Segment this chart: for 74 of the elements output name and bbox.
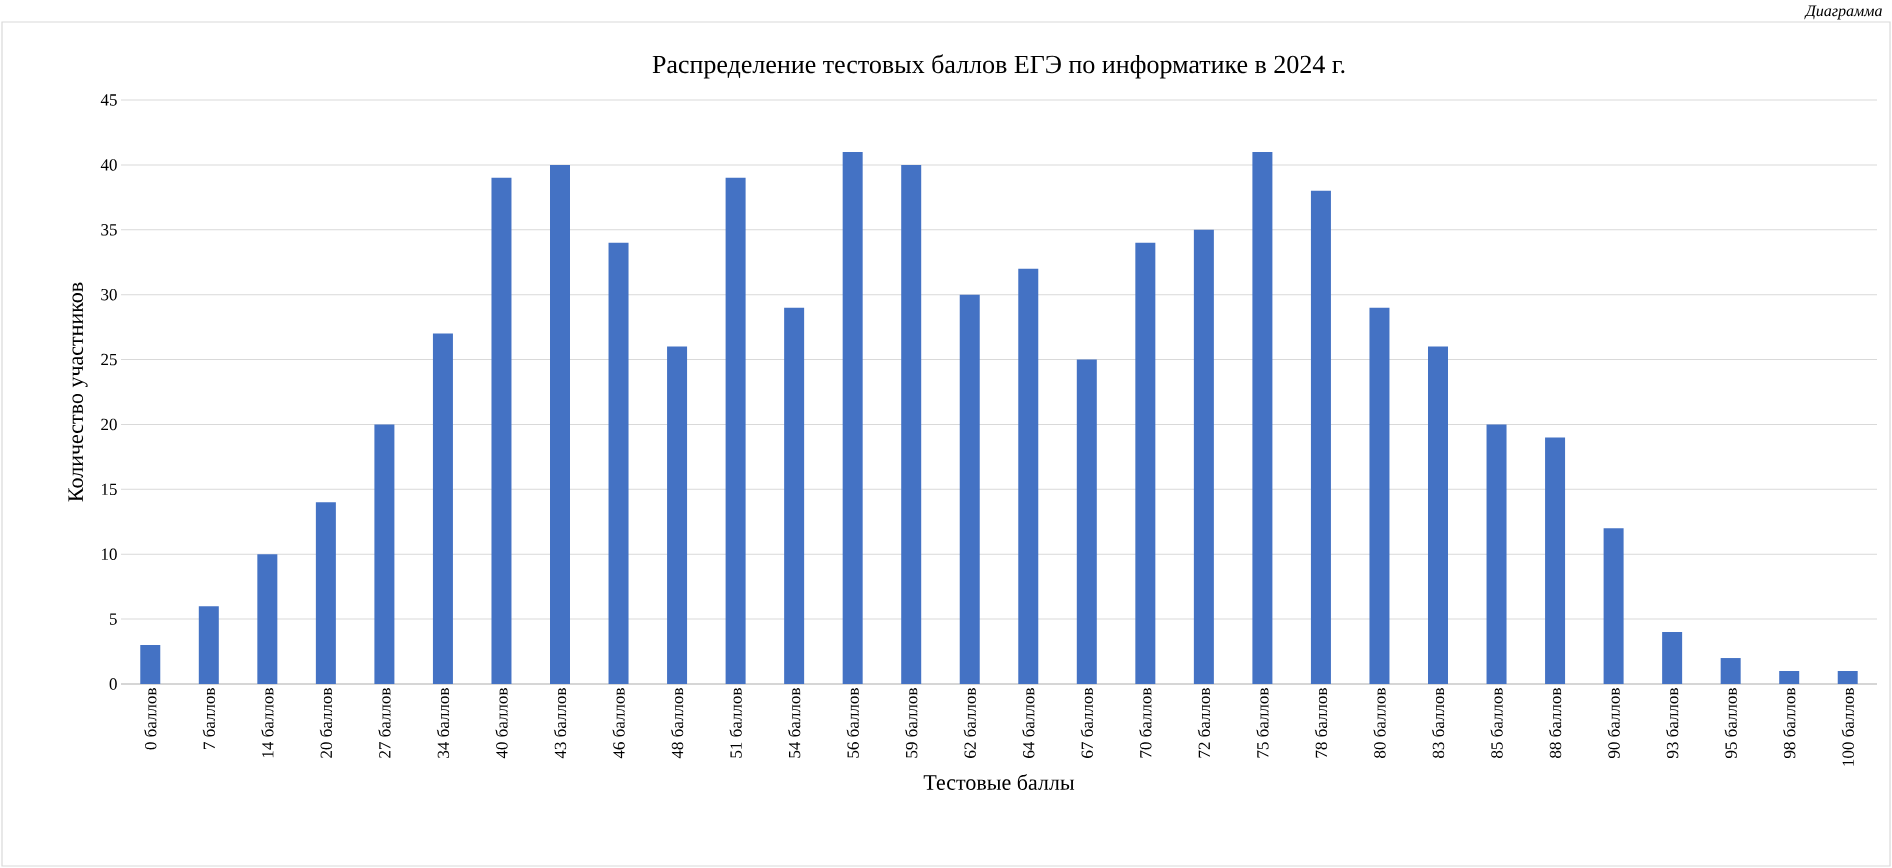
x-tick-label: 85 баллов — [1490, 688, 1503, 758]
x-tick-label: 40 баллов — [495, 688, 508, 759]
y-tick-label: 10 — [101, 548, 117, 560]
bar — [901, 164, 922, 684]
x-tick-label: 95 баллов — [1724, 688, 1737, 759]
bar — [608, 242, 629, 684]
x-tick-label: 83 баллов — [1431, 688, 1445, 758]
bar — [198, 606, 219, 684]
bar — [725, 177, 746, 684]
bar — [491, 177, 512, 684]
y-tick-label: 20 — [101, 418, 117, 431]
x-tick-label: 72 баллов — [1197, 688, 1211, 758]
x-tick-label: 14 баллов — [261, 688, 274, 758]
bar — [784, 307, 805, 684]
text: Диаграмма — [1804, 5, 1882, 20]
bar — [1837, 671, 1858, 684]
x-tick-label: 56 баллов — [846, 688, 859, 758]
x-tick-label: 20 баллов — [319, 688, 333, 758]
x-tick-label: 62 баллов — [963, 688, 976, 758]
x-tick-label: 75 баллов — [1256, 688, 1269, 758]
x-tick-label: 80 баллов — [1373, 688, 1386, 758]
y-tick-label: 0 — [109, 678, 117, 690]
x-tick-label: 0 баллов — [144, 688, 157, 750]
bar — [1779, 671, 1800, 684]
x-tick-label: 7 баллов — [202, 688, 215, 750]
bar — [374, 424, 395, 684]
bar — [1135, 242, 1156, 684]
x-tick-label: 64 баллов — [1022, 688, 1035, 758]
bar — [550, 164, 570, 684]
x-tick-label: 46 баллов — [612, 688, 625, 759]
bar — [1603, 528, 1624, 684]
bar — [1486, 424, 1507, 684]
y-tick-label: 35 — [101, 224, 117, 236]
y-tick-label: 15 — [101, 483, 117, 496]
bar — [959, 294, 980, 684]
x-tick-label: 70 баллов — [1139, 688, 1152, 758]
bar — [1662, 632, 1683, 684]
x-tick-label: 48 баллов — [670, 688, 684, 759]
y-tick-label: 40 — [100, 159, 117, 171]
x-tick-label: 67 баллов — [1080, 688, 1093, 758]
bar — [1369, 307, 1390, 684]
x-tick-label: 93 баллов — [1665, 688, 1679, 759]
bar — [667, 346, 688, 684]
y-tick-label: 30 — [101, 288, 117, 301]
bar — [1428, 346, 1448, 684]
bar — [1720, 658, 1741, 684]
bar — [1076, 359, 1097, 684]
x-tick-label: 88 баллов — [1548, 688, 1562, 758]
bar — [1310, 190, 1331, 684]
bar — [1193, 229, 1214, 684]
bar — [432, 333, 453, 684]
y-tick-label: 45 — [100, 94, 117, 106]
x-tick-label: 34 баллов — [436, 688, 450, 758]
bar — [315, 502, 336, 684]
bar — [1018, 268, 1039, 684]
y-tick-label: 25 — [101, 353, 117, 366]
bar — [257, 554, 278, 684]
bar — [842, 151, 863, 684]
x-tick-label: 59 баллов — [905, 688, 918, 758]
bar — [140, 645, 161, 684]
x-tick-label: 78 баллов — [1314, 688, 1328, 758]
bar — [1545, 437, 1566, 684]
y-axis-title: Количество участников — [68, 282, 88, 502]
y-tick-label: 5 — [109, 613, 117, 625]
x-tick-label: 54 баллов — [787, 688, 801, 758]
x-tick-label: 27 баллов — [378, 688, 391, 758]
bar — [1252, 151, 1273, 684]
chart-title: Распределение тестовых баллов ЕГЭ по информатике в 2024 г. — [652, 54, 1345, 79]
x-tick-label: 90 баллов — [1607, 688, 1620, 759]
x-tick-label: 98 баллов — [1783, 688, 1796, 759]
x-tick-label: 51 баллов — [729, 688, 742, 758]
x-tick-label: 100 баллов — [1841, 688, 1854, 766]
x-axis-title: Тестовые баллы — [923, 773, 1075, 790]
x-tick-label: 43 баллов — [553, 688, 567, 759]
